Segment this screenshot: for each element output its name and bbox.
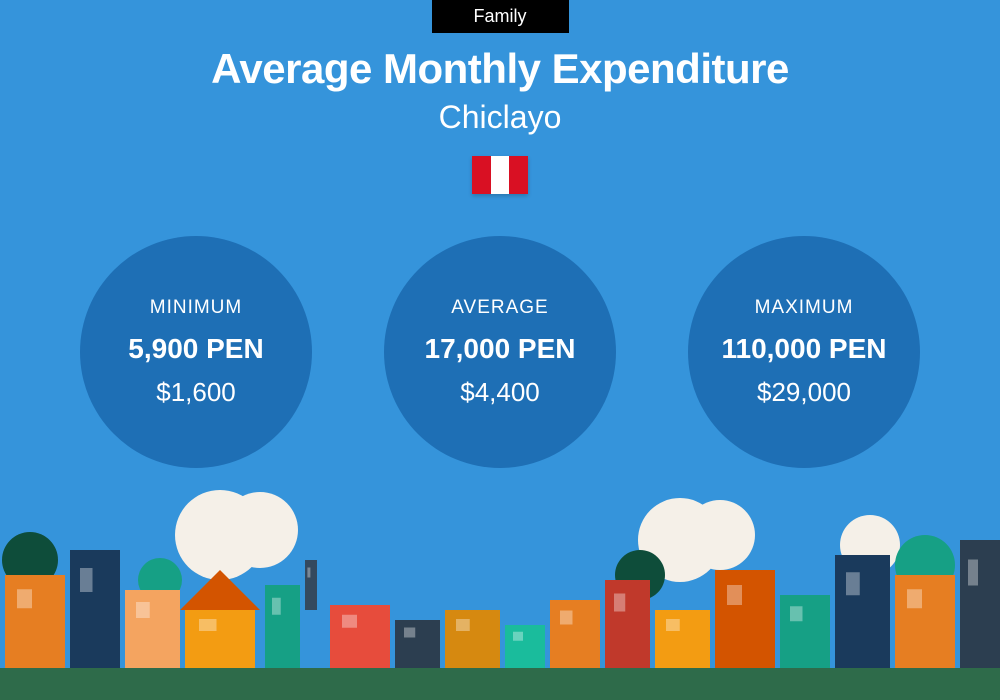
stat-value: 17,000 PEN xyxy=(425,333,576,365)
page-title: Average Monthly Expenditure xyxy=(211,45,789,93)
flag-stripe xyxy=(491,156,510,194)
city-subtitle: Chiclayo xyxy=(439,99,562,136)
infographic-container: Family Average Monthly Expenditure Chicl… xyxy=(0,0,1000,700)
stat-circle-minimum: MINIMUM 5,900 PEN $1,600 xyxy=(80,236,312,468)
category-badge: Family xyxy=(432,0,569,33)
country-flag-icon xyxy=(472,156,528,194)
stat-label: MAXIMUM xyxy=(755,297,854,319)
stat-usd: $29,000 xyxy=(757,377,851,408)
stats-row: MINIMUM 5,900 PEN $1,600 AVERAGE 17,000 … xyxy=(80,236,920,468)
stat-circle-maximum: MAXIMUM 110,000 PEN $29,000 xyxy=(688,236,920,468)
flag-stripe xyxy=(472,156,491,194)
stat-label: MINIMUM xyxy=(150,297,242,319)
stat-usd: $4,400 xyxy=(460,377,540,408)
cityscape-illustration xyxy=(0,480,1000,700)
stat-usd: $1,600 xyxy=(156,377,236,408)
stat-value: 110,000 PEN xyxy=(721,333,886,365)
flag-stripe xyxy=(509,156,528,194)
stat-label: AVERAGE xyxy=(451,297,548,319)
stat-value: 5,900 PEN xyxy=(128,333,263,365)
stat-circle-average: AVERAGE 17,000 PEN $4,400 xyxy=(384,236,616,468)
